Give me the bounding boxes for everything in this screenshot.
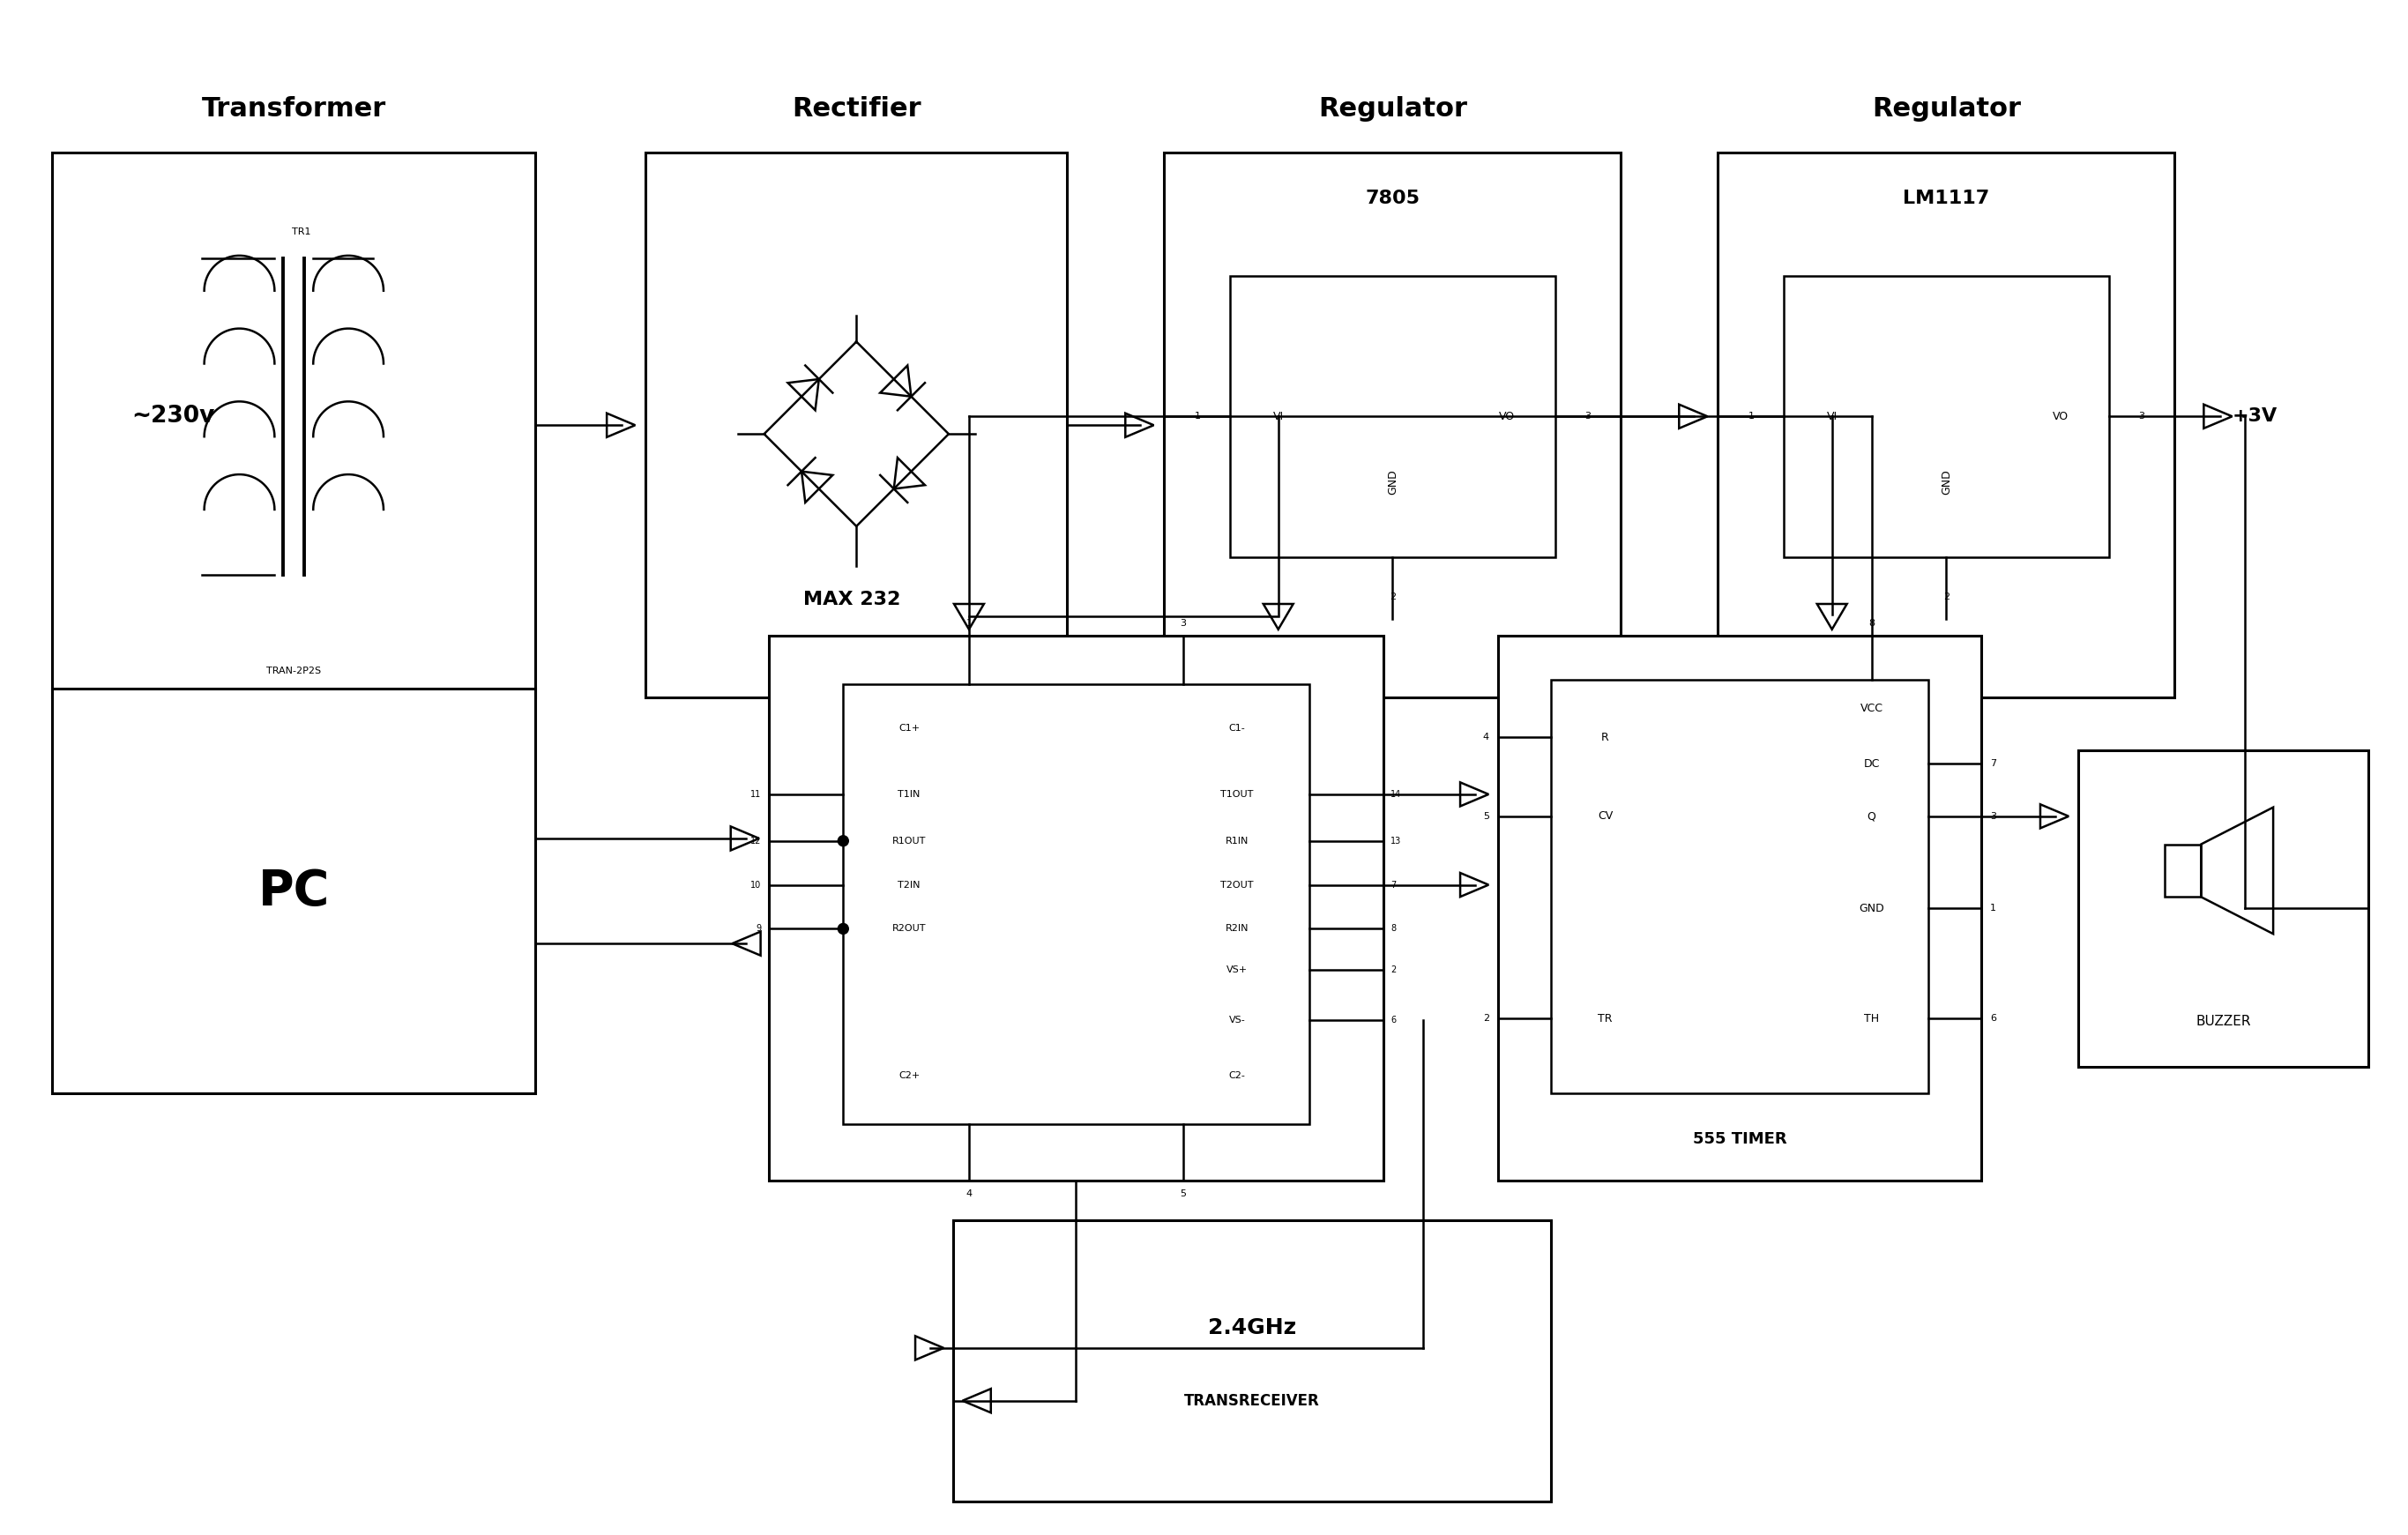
Text: T1IN: T1IN <box>898 791 920 798</box>
Text: 2: 2 <box>1943 593 1950 602</box>
Text: Regulator: Regulator <box>1317 97 1466 121</box>
Text: 11: 11 <box>751 791 761 798</box>
Bar <box>53 689 535 1093</box>
Text: T1OUT: T1OUT <box>1221 791 1255 798</box>
Text: VS-: VS- <box>1228 1016 1245 1024</box>
Text: 10: 10 <box>751 881 761 889</box>
Text: Regulator: Regulator <box>1871 97 2020 121</box>
Text: 13: 13 <box>1392 837 1401 846</box>
Bar <box>768 635 1385 1180</box>
Text: R1IN: R1IN <box>1226 837 1250 846</box>
Text: 5: 5 <box>1180 1190 1187 1199</box>
Text: 1: 1 <box>966 619 973 628</box>
Bar <box>1230 276 1556 557</box>
Text: R2IN: R2IN <box>1226 924 1250 933</box>
Text: ~230v: ~230v <box>132 405 214 428</box>
Bar <box>1784 276 2109 557</box>
Text: 1: 1 <box>1194 411 1202 421</box>
Text: GND: GND <box>1387 470 1399 494</box>
Text: 3: 3 <box>1584 411 1592 421</box>
Text: +3V: +3V <box>2232 408 2278 425</box>
Text: LM1117: LM1117 <box>1902 190 1989 207</box>
Text: 2.4GHz: 2.4GHz <box>1209 1317 1296 1339</box>
Bar <box>53 154 535 697</box>
Text: R: R <box>1601 732 1609 743</box>
Text: Q: Q <box>1866 810 1876 823</box>
Text: 7: 7 <box>1989 760 1996 768</box>
Text: 2: 2 <box>1389 593 1397 602</box>
Circle shape <box>838 835 848 846</box>
Bar <box>645 154 1067 697</box>
Text: 6: 6 <box>1392 1016 1397 1024</box>
Text: 3: 3 <box>2138 411 2146 421</box>
Text: 1: 1 <box>1989 904 1996 913</box>
Text: 555 TIMER: 555 TIMER <box>1693 1131 1787 1147</box>
Text: 4: 4 <box>966 1190 973 1199</box>
Bar <box>2078 751 2367 1067</box>
Bar <box>843 685 1310 1124</box>
Text: R1OUT: R1OUT <box>893 837 927 846</box>
Text: C2+: C2+ <box>898 1071 920 1081</box>
Text: 7: 7 <box>1392 881 1397 889</box>
Text: PC: PC <box>258 867 330 915</box>
Text: 4: 4 <box>1483 732 1488 741</box>
Text: Rectifier: Rectifier <box>792 97 920 121</box>
Text: TR1: TR1 <box>291 227 311 236</box>
Text: VCC: VCC <box>1859 703 1883 714</box>
Circle shape <box>838 924 848 933</box>
Text: GND: GND <box>1941 470 1953 494</box>
Text: Transformer: Transformer <box>202 97 385 121</box>
Text: TRAN-2P2S: TRAN-2P2S <box>267 666 320 675</box>
Bar <box>2165 844 2201 896</box>
Text: 1: 1 <box>1748 411 1753 421</box>
Text: TR: TR <box>1599 1013 1613 1024</box>
Bar <box>1163 154 1621 697</box>
Text: 3: 3 <box>1180 619 1187 628</box>
Text: C2-: C2- <box>1228 1071 1245 1081</box>
Text: DC: DC <box>1864 758 1881 769</box>
Text: VO: VO <box>1498 411 1515 422</box>
Text: VS+: VS+ <box>1226 966 1247 975</box>
Text: TRANSRECEIVER: TRANSRECEIVER <box>1185 1392 1320 1409</box>
Text: BUZZER: BUZZER <box>2196 1015 2251 1027</box>
Bar <box>954 1220 1551 1501</box>
Text: VI: VI <box>1274 411 1283 422</box>
Text: VO: VO <box>2052 411 2068 422</box>
Bar <box>1551 680 1929 1093</box>
Text: T2OUT: T2OUT <box>1221 881 1255 889</box>
Text: 9: 9 <box>756 924 761 933</box>
Text: C1+: C1+ <box>898 725 920 732</box>
Text: CV: CV <box>1597 810 1613 823</box>
Text: 2: 2 <box>1392 966 1397 975</box>
Text: 3: 3 <box>1989 812 1996 821</box>
Text: 5: 5 <box>1483 812 1488 821</box>
Text: 2: 2 <box>1483 1015 1488 1022</box>
Text: 8: 8 <box>1869 619 1876 628</box>
Text: 6: 6 <box>1989 1015 1996 1022</box>
Text: R2OUT: R2OUT <box>891 924 927 933</box>
Bar <box>1498 635 1982 1180</box>
Text: C1-: C1- <box>1228 725 1245 732</box>
Text: 8: 8 <box>1392 924 1397 933</box>
Text: VI: VI <box>1828 411 1837 422</box>
Text: MAX 232: MAX 232 <box>804 591 901 608</box>
Text: TH: TH <box>1864 1013 1878 1024</box>
Text: 14: 14 <box>1392 791 1401 798</box>
Text: 7805: 7805 <box>1365 190 1421 207</box>
Bar <box>1717 154 2174 697</box>
Text: GND: GND <box>1859 903 1883 915</box>
Text: T2IN: T2IN <box>898 881 920 889</box>
Text: 12: 12 <box>751 837 761 846</box>
